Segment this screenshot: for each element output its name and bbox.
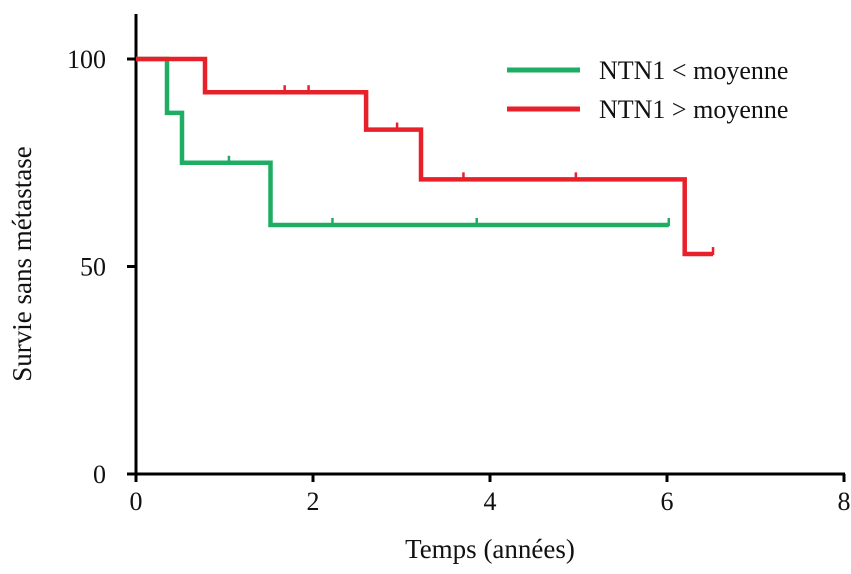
y-tick-label: 50	[80, 253, 106, 282]
legend-label-high: NTN1 > moyenne	[599, 95, 788, 124]
x-tick-label: 6	[661, 487, 674, 516]
y-ticks: 0 50 100	[67, 45, 136, 489]
legend-label-low: NTN1 < moyenne	[599, 56, 788, 85]
x-ticks: 0 2 4 6 8	[130, 474, 851, 516]
y-axis-title: Survie sans métastase	[7, 146, 37, 381]
survival-curve-high	[136, 56, 713, 257]
survival-curves	[136, 56, 715, 257]
legend: NTN1 < moyenne NTN1 > moyenne	[507, 56, 788, 124]
x-tick-label: 4	[484, 487, 497, 516]
y-tick-label: 0	[93, 460, 106, 489]
x-tick-label: 8	[838, 487, 851, 516]
x-axis-title: Temps (années)	[405, 534, 575, 564]
x-tick-label: 2	[307, 487, 320, 516]
y-tick-label: 100	[67, 45, 106, 74]
survival-curve-low	[136, 56, 669, 228]
x-tick-label: 0	[130, 487, 143, 516]
